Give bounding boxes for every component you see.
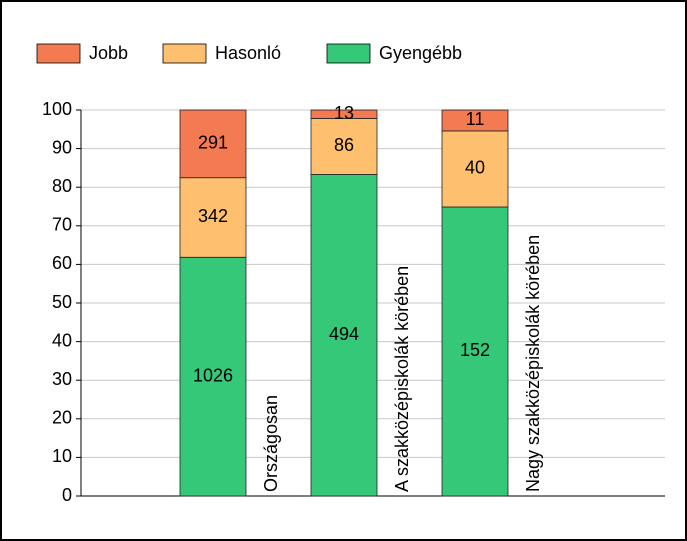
x-tick-label: Országosan: [261, 395, 281, 492]
data-label: 13: [334, 103, 354, 123]
data-label: 1026: [193, 365, 233, 385]
bar-segment: [441, 206, 509, 497]
legend-swatch: [36, 43, 81, 64]
x-tick-label: Nagy szakközépiskolák körében: [523, 235, 543, 492]
y-tick-label: 50: [52, 292, 72, 312]
y-tick-label: 30: [52, 369, 72, 389]
bar-segment: [310, 118, 378, 175]
bar-segment: [179, 256, 247, 497]
y-tick-label: 40: [52, 330, 72, 350]
y-tick-label: 70: [52, 215, 72, 235]
y-tick-label: 10: [52, 446, 72, 466]
bar-segment: [310, 109, 378, 119]
data-label: 342: [198, 206, 228, 226]
bar-segment: [310, 174, 378, 497]
y-tick-label: 20: [52, 408, 72, 428]
y-tick-label: 100: [42, 99, 72, 119]
legend-swatch: [326, 43, 371, 64]
data-label: 86: [334, 135, 354, 155]
x-tick-label: A szakközépiskolák körében: [392, 266, 412, 492]
legend-label: Gyengébb: [379, 43, 462, 63]
y-tick-label: 60: [52, 253, 72, 273]
data-label: 291: [198, 133, 228, 153]
bar-segment: [441, 130, 509, 208]
y-tick-label: 90: [52, 137, 72, 157]
y-tick-label: 0: [62, 485, 72, 505]
bar-segment: [179, 109, 247, 179]
data-label: 152: [460, 340, 490, 360]
legend-label: Jobb: [89, 43, 128, 63]
legend-swatch: [162, 43, 207, 64]
legend-label: Hasonló: [215, 43, 281, 63]
y-tick-label: 80: [52, 176, 72, 196]
data-label: 494: [329, 324, 359, 344]
data-label: 11: [466, 109, 485, 129]
data-label: 40: [465, 158, 485, 178]
bar-segment: [441, 109, 509, 132]
